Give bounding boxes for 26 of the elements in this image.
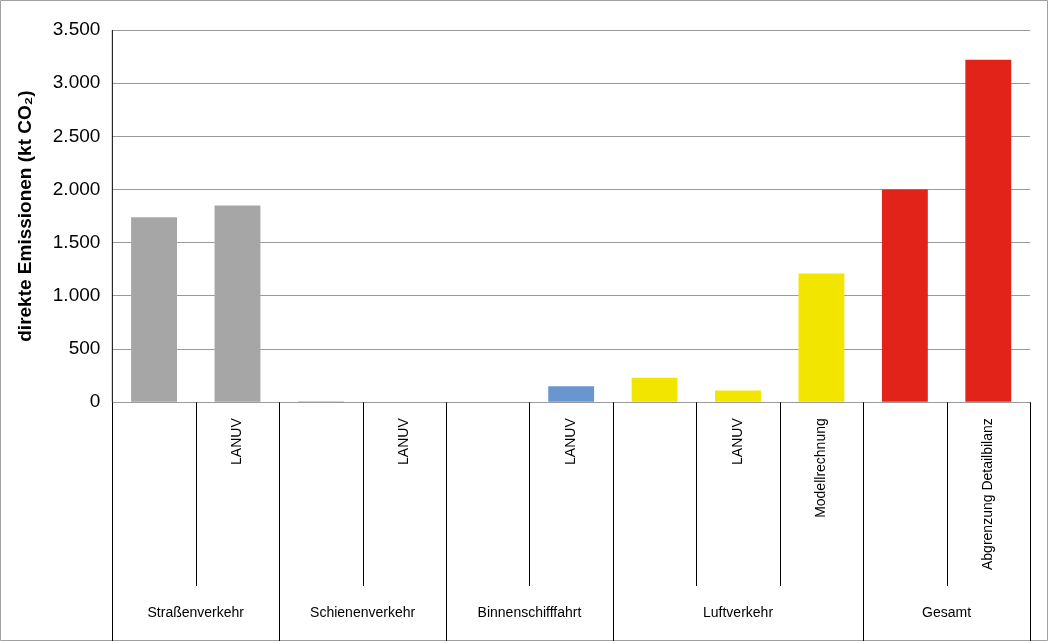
bar [798,273,845,402]
y-tick-label: 0 [89,390,101,412]
y-tick-label: 1.000 [52,284,101,306]
text: Luftverkehr [703,603,774,620]
x-tick-label: LANUV [395,417,412,465]
y-axis-title: direkte Emissionen (kt CO₂) [13,90,35,342]
text: Schienenverkehr [310,603,416,620]
text: Gesamt [922,603,972,620]
bar [965,59,1012,402]
x-tick-label: LANUV [228,417,245,465]
bar [881,189,928,402]
x-tick-label: Modellrechnung [812,418,829,518]
text: Binnenschifffahrt [477,603,582,620]
y-tick-label: 3.500 [52,18,101,40]
bar [548,386,595,402]
bar [631,377,678,402]
bar [715,390,761,402]
y-tick-label: 2.000 [52,177,101,199]
x-tick-label: Abgrenzung Detailbilanz [979,418,996,570]
text: Straßenverkehr [147,603,245,620]
x-tick-label: LANUV [562,417,579,465]
y-tick-label: 500 [68,337,101,359]
y-tick-label: 1.500 [52,230,101,252]
y-tick-label: 3.000 [52,71,101,93]
x-tick-label: LANUV [728,417,745,465]
y-tick-label: 2.500 [52,124,101,146]
